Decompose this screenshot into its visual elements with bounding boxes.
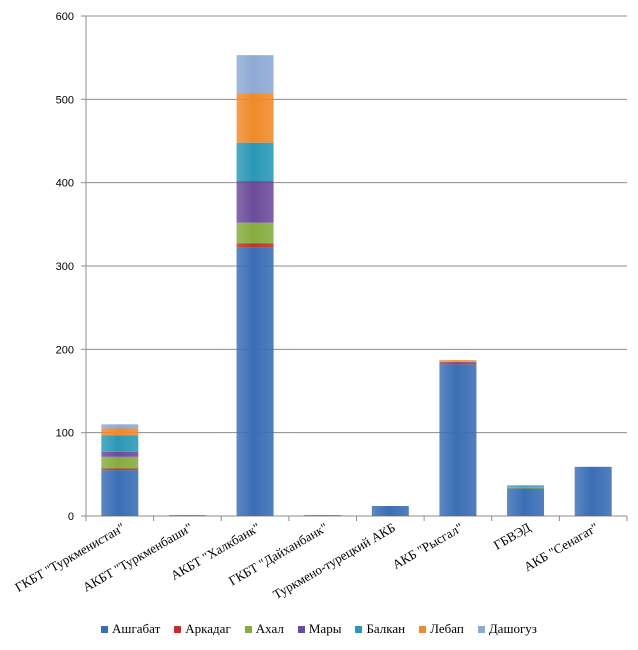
legend-label: Аркадаг (185, 621, 231, 636)
bar-segment (236, 247, 274, 516)
x-category-label: ГКБТ "Туркменистан" (12, 520, 127, 595)
bar-segment (574, 466, 612, 516)
legend: Ашгабат Аркадаг Ахал Мары Балкан Лебап Дашогуз (0, 621, 638, 637)
bar-segment (439, 362, 477, 365)
y-tick-label: 500 (56, 94, 74, 106)
y-tick-label: 200 (56, 344, 74, 356)
legend-swatch (419, 625, 427, 633)
legend-label: Ахал (255, 621, 284, 636)
bar-segment (168, 515, 206, 516)
bar-segment (236, 142, 274, 181)
legend-swatch (101, 625, 109, 633)
legend-item: Ахал (244, 621, 284, 637)
bar-segment (236, 55, 274, 94)
bar-segment (101, 468, 139, 471)
legend-item: Аркадаг (174, 621, 231, 637)
bar-segment (439, 364, 477, 516)
bar-segment (101, 428, 139, 436)
y-tick-label: 600 (56, 11, 74, 23)
x-category-label: ГБВЭД (491, 520, 533, 553)
legend-label: Лебап (430, 621, 464, 636)
y-tick-label: 400 (56, 178, 74, 190)
bar-segment (101, 424, 139, 429)
bar-segment (101, 435, 139, 452)
bar-segment (304, 515, 342, 516)
legend-swatch (297, 625, 305, 633)
bar-segment (236, 181, 274, 223)
bar-segment (507, 486, 545, 489)
y-tick-label: 0 (68, 511, 74, 523)
bar-segment (236, 243, 274, 248)
x-category-label: АКБ "Сенагат" (521, 520, 601, 575)
legend-item: Лебап (419, 621, 464, 637)
x-category-label: АКБ "Рысгал" (390, 520, 466, 572)
legend-item: Балкан (355, 621, 405, 637)
legend-label: Мары (308, 621, 342, 636)
bar-segment (236, 222, 274, 244)
bar-segment (101, 456, 139, 469)
bar-segment (507, 488, 545, 516)
bar-segment (439, 360, 477, 362)
bar-segment (439, 361, 477, 363)
bar-segment (507, 485, 545, 486)
bar-segment (507, 486, 545, 487)
bar-segment (236, 93, 274, 143)
legend-label: Ашгабат (112, 621, 161, 636)
bar-segment (101, 470, 139, 516)
legend-swatch (174, 625, 182, 633)
legend-swatch (244, 625, 252, 633)
legend-item: Ашгабат (101, 621, 160, 637)
x-category-label: Туркмено-турецкий АКБ (270, 520, 398, 602)
legend-swatch (355, 625, 363, 633)
legend-item: Дашогуз (477, 621, 537, 637)
bar-segment (101, 451, 139, 457)
y-tick-label: 300 (56, 261, 74, 273)
x-category-label: АКБТ "Туркменбаши" (80, 520, 195, 595)
legend-item: Мары (297, 621, 342, 637)
legend-label: Дашогуз (488, 621, 537, 636)
legend-swatch (477, 625, 485, 633)
legend-label: Балкан (366, 621, 406, 636)
bar-segment (371, 506, 409, 516)
y-tick-label: 100 (56, 428, 74, 440)
